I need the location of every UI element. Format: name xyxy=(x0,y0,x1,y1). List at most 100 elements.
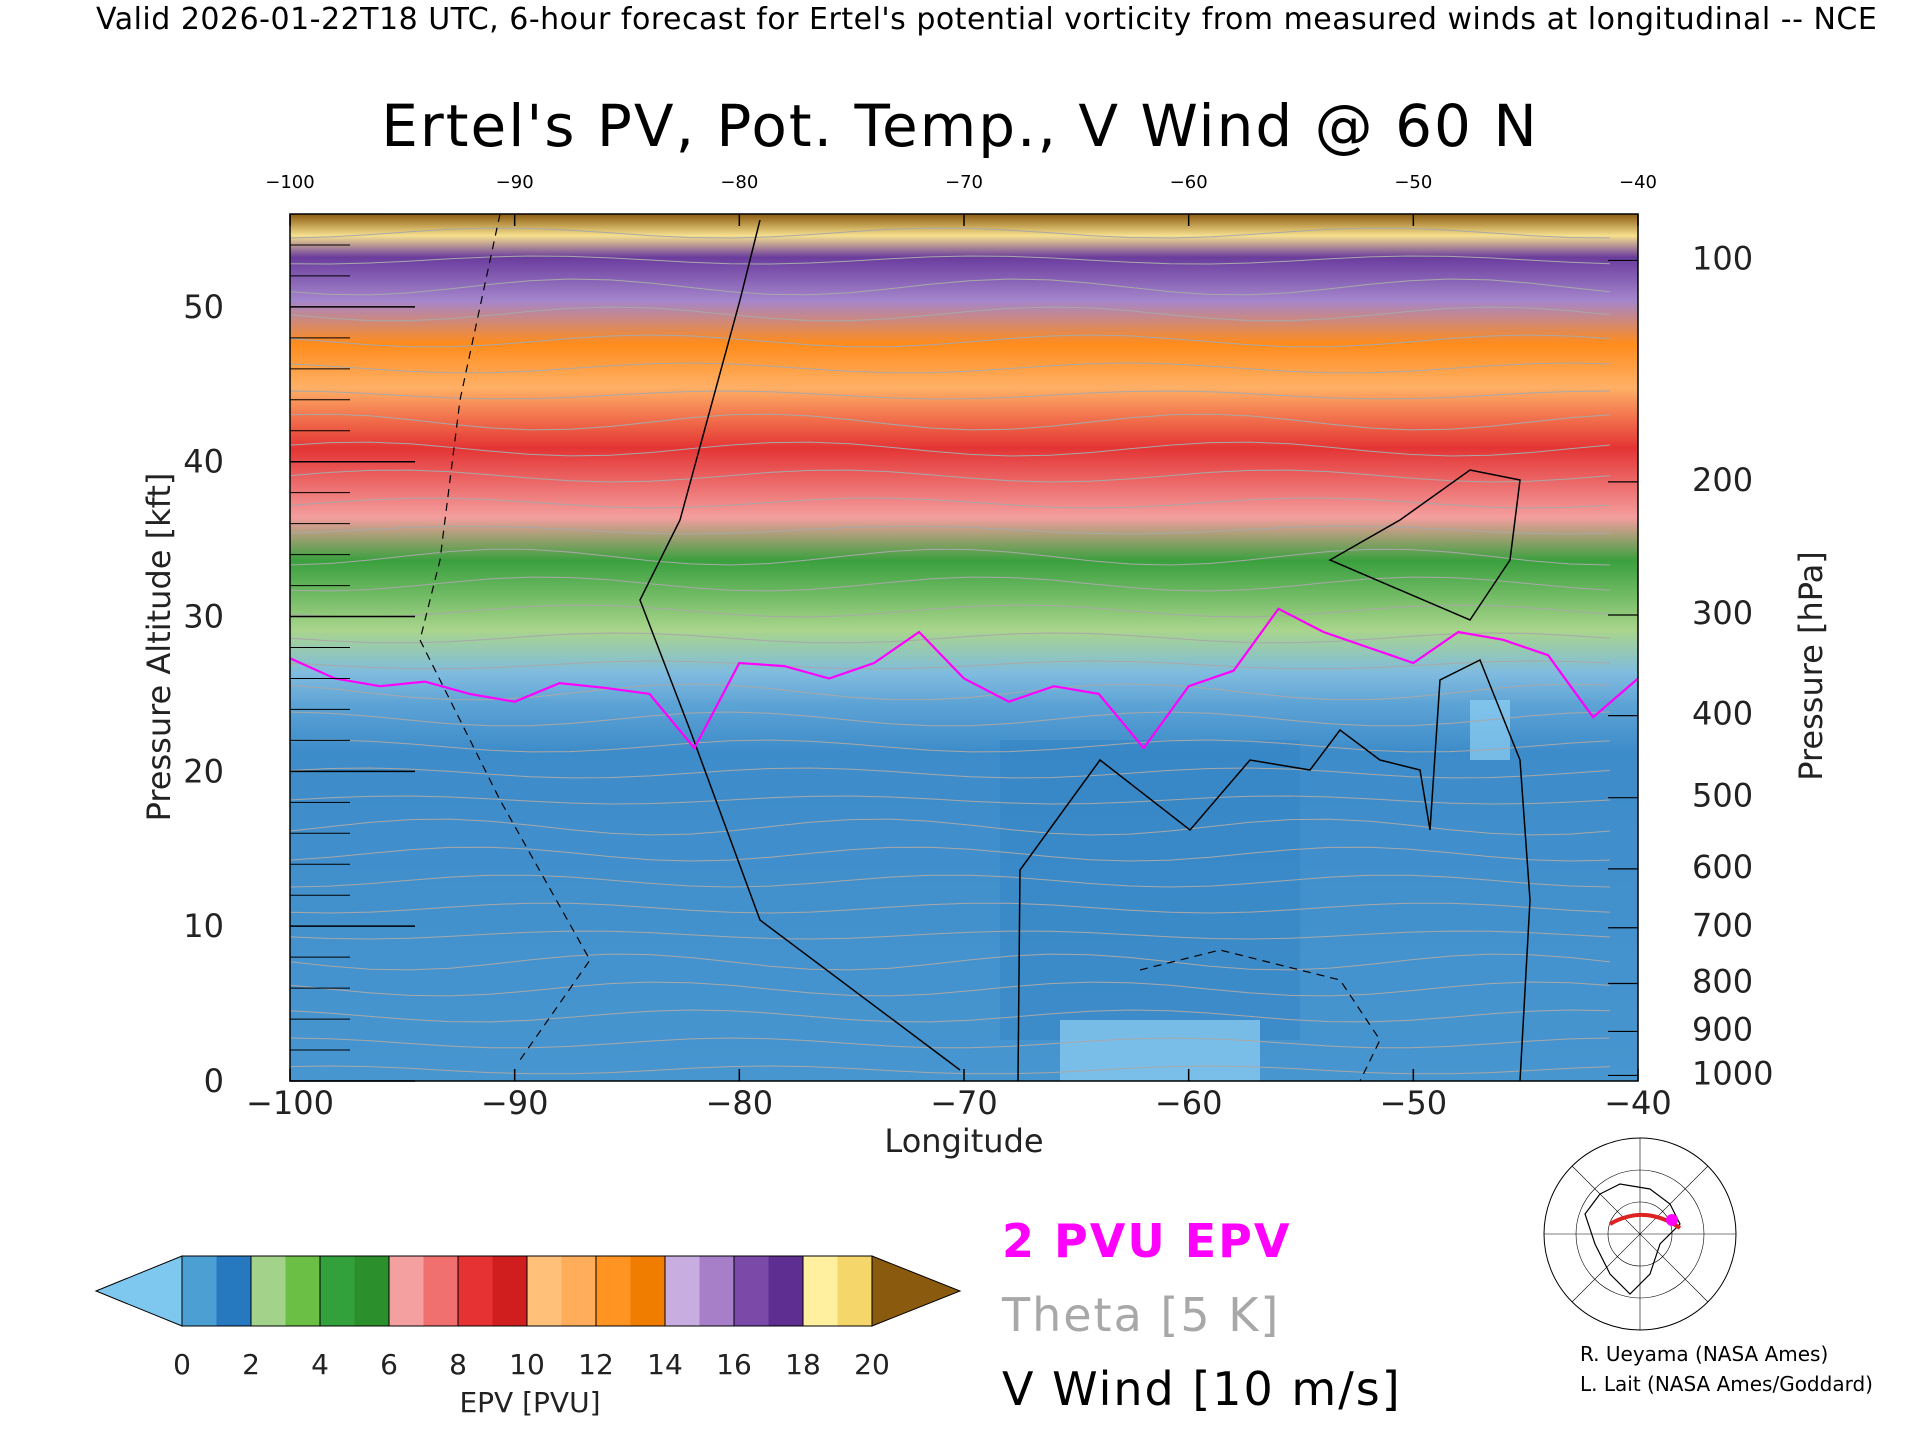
y-axis-right-title: Pressure [hPa] xyxy=(1792,551,1830,781)
theta-contour xyxy=(290,525,1611,535)
chart-title: Ertel's PV, Pot. Temp., V Wind @ 60 N xyxy=(381,92,1539,160)
colorbar-segment xyxy=(561,1256,597,1326)
legend-vwind: V Wind [10 m/s] xyxy=(1002,1362,1402,1416)
legend-theta: Theta [5 K] xyxy=(1002,1288,1281,1342)
x-top-tick-label: −90 xyxy=(496,172,534,193)
theta-contour xyxy=(290,604,1611,618)
theta-contours xyxy=(290,227,1611,1075)
colorbar-segment xyxy=(423,1256,459,1326)
y-tick-label: 50 xyxy=(183,288,224,326)
y-tick-label: 10 xyxy=(183,907,224,945)
pressure-tick-label: 200 xyxy=(1692,461,1753,499)
colorbar-under-arrow xyxy=(94,1255,183,1327)
colorbar-tick-label: 8 xyxy=(449,1348,467,1381)
theta-contour xyxy=(290,846,1611,862)
theta-contour xyxy=(290,469,1611,483)
colorbar-tick-label: 18 xyxy=(785,1348,821,1381)
colorbar-segment xyxy=(803,1256,838,1326)
colorbar-segment xyxy=(492,1256,528,1326)
theta-contour xyxy=(290,632,1611,644)
x-axis-bottom: −100 −90 −80 −70 −60 −50 −40 xyxy=(246,1069,1672,1122)
legend-2pvu-epv: 2 PVU EPV xyxy=(1002,1214,1292,1268)
x-tick-label: −40 xyxy=(1604,1084,1672,1122)
colorbar-segment xyxy=(768,1256,804,1326)
colorbar-segment xyxy=(285,1256,321,1326)
y-axis-right: 1000 900 800 700 600 500 400 300 200 100 xyxy=(1608,239,1773,1092)
theta-contour xyxy=(290,1037,1611,1049)
x-tick-label: −70 xyxy=(930,1084,998,1122)
y-axis-left-title: Pressure Altitude [kft] xyxy=(140,473,178,822)
theta-contour xyxy=(290,683,1611,701)
colorbar-tick-label: 16 xyxy=(716,1348,752,1381)
colorbar-segment xyxy=(216,1256,252,1326)
theta-contour xyxy=(290,953,1611,971)
colorbar-tick-label: 14 xyxy=(647,1348,683,1381)
colorbar-segment xyxy=(458,1256,493,1326)
x-top-tick-label: −80 xyxy=(720,172,758,193)
y-tick-label: 40 xyxy=(183,443,224,481)
pressure-tick-label: 100 xyxy=(1692,239,1753,277)
locator-point-icon xyxy=(1666,1214,1678,1226)
pressure-tick-label: 800 xyxy=(1692,962,1753,1000)
theta-contour xyxy=(290,306,1611,322)
theta-contour xyxy=(290,441,1611,457)
theta-contour xyxy=(290,767,1611,779)
theta-contour xyxy=(290,874,1611,888)
colorbar-segment xyxy=(320,1256,355,1326)
theta-contour xyxy=(290,413,1611,431)
colorbar-segment xyxy=(630,1256,666,1326)
x-top-tick-label: −40 xyxy=(1619,172,1657,193)
credit-author-2: L. Lait (NASA Ames/Goddard) xyxy=(1580,1372,1873,1396)
colorbar-segment xyxy=(699,1256,735,1326)
colorbar-tick-label: 4 xyxy=(311,1348,329,1381)
theta-contour xyxy=(290,981,1611,997)
theta-contour xyxy=(290,576,1611,592)
y-tick-label: 30 xyxy=(183,598,224,636)
theta-contour xyxy=(290,1065,1611,1075)
theta-contour xyxy=(290,711,1611,727)
theta-contour xyxy=(290,278,1611,296)
theta-contour xyxy=(290,1009,1611,1023)
colorbar-segment xyxy=(527,1256,562,1326)
pressure-tick-label: 300 xyxy=(1692,594,1753,632)
colorbar-tick-label: 2 xyxy=(242,1348,260,1381)
x-top-tick-label: −100 xyxy=(265,172,314,193)
colorbar-segment xyxy=(389,1256,424,1326)
pressure-tick-label: 600 xyxy=(1692,848,1753,886)
colorbar-tick-label: 0 xyxy=(173,1348,191,1381)
colorbar-tick-label: 12 xyxy=(578,1348,614,1381)
theta-contour xyxy=(290,497,1611,509)
locator-map xyxy=(1543,1137,1737,1331)
x-tick-label: −50 xyxy=(1380,1084,1448,1122)
theta-contour xyxy=(290,902,1611,914)
epv-colorbar: 0 2 4 6 8 10 12 14 16 18 20 xyxy=(94,1255,962,1381)
y-tick-label: 20 xyxy=(183,752,224,790)
x-axis-top: −100 −90 −80 −70 −60 −50 −40 xyxy=(265,172,1657,226)
colorbar-title: EPV [PVU] xyxy=(459,1386,600,1419)
theta-contour xyxy=(290,362,1611,374)
x-top-tick-label: −60 xyxy=(1170,172,1208,193)
colorbar-tick-label: 10 xyxy=(509,1348,545,1381)
theta-contour xyxy=(290,334,1611,348)
colorbar-segment xyxy=(837,1256,873,1326)
pressure-tick-label: 700 xyxy=(1692,907,1753,945)
colorbar-segment xyxy=(734,1256,769,1326)
theta-contour xyxy=(290,795,1611,805)
colorbar-segment xyxy=(182,1256,217,1326)
y-axis-left: 0 10 20 30 40 50 xyxy=(183,213,415,1100)
x-tick-label: −100 xyxy=(246,1084,334,1122)
theta-contour xyxy=(290,660,1611,670)
pressure-tick-label: 1000 xyxy=(1692,1054,1773,1092)
theta-contour xyxy=(290,227,1611,239)
x-top-tick-label: −50 xyxy=(1394,172,1432,193)
epv-field-detail xyxy=(290,700,1638,1081)
theta-contour xyxy=(290,930,1611,940)
pressure-tick-label: 500 xyxy=(1692,777,1753,815)
credit-author-1: R. Ueyama (NASA Ames) xyxy=(1580,1342,1829,1366)
y-tick-label: 0 xyxy=(204,1062,224,1100)
x-axis-title: Longitude xyxy=(884,1122,1043,1160)
tropopause-2pvu-line xyxy=(290,607,1638,751)
colorbar-segment xyxy=(596,1256,631,1326)
theta-contour xyxy=(290,255,1611,265)
